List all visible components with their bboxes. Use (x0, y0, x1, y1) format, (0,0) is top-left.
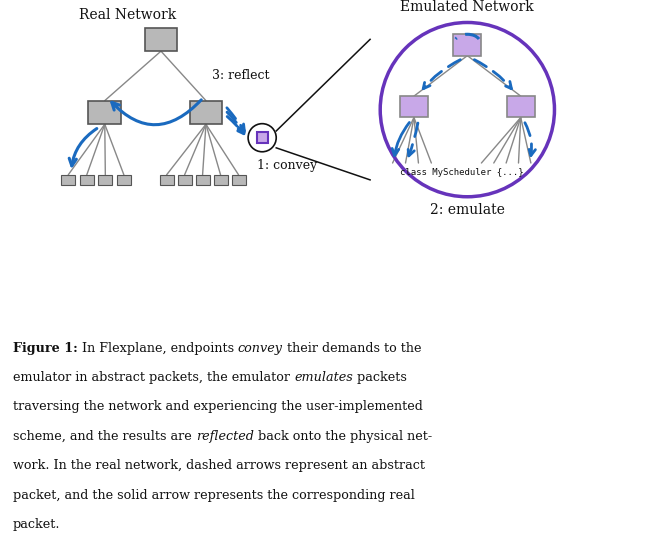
FancyArrowPatch shape (227, 108, 244, 131)
Text: packet, and the solid arrow represents the corresponding real: packet, and the solid arrow represents t… (13, 489, 415, 502)
Bar (89, 101, 121, 124)
Text: 3: reflect: 3: reflect (212, 70, 269, 82)
FancyArrowPatch shape (69, 128, 97, 166)
Text: class MyScheduler {...}: class MyScheduler {...} (400, 168, 524, 176)
Text: convey: convey (238, 342, 283, 355)
Text: back onto the physical net-: back onto the physical net- (253, 430, 432, 443)
Bar (214, 175, 227, 185)
Text: packet.: packet. (13, 518, 60, 531)
Text: their demands to the: their demands to the (283, 342, 421, 355)
FancyArrowPatch shape (112, 100, 202, 125)
Bar (117, 175, 131, 185)
FancyArrowPatch shape (227, 112, 244, 132)
Text: Emulated Network: Emulated Network (400, 0, 534, 14)
Bar (400, 96, 428, 118)
FancyArrowPatch shape (474, 60, 511, 89)
FancyArrowPatch shape (525, 123, 535, 156)
Bar (61, 175, 75, 185)
Text: reflected: reflected (196, 430, 253, 443)
Bar (80, 175, 94, 185)
Bar (257, 132, 268, 144)
Bar (145, 28, 178, 51)
FancyArrowPatch shape (227, 116, 244, 134)
Text: emulator in abstract packets, the emulator: emulator in abstract packets, the emulat… (13, 371, 294, 384)
FancyArrowPatch shape (423, 60, 460, 89)
Text: In Flexplane, endpoints: In Flexplane, endpoints (78, 342, 238, 355)
Text: Figure 1:: Figure 1: (13, 342, 78, 355)
Text: 2: emulate: 2: emulate (430, 203, 505, 218)
Text: traversing the network and experiencing the user-implemented: traversing the network and experiencing … (13, 400, 423, 413)
Bar (231, 175, 246, 185)
FancyArrowPatch shape (392, 122, 410, 156)
Bar (159, 175, 174, 185)
Text: work. In the real network, dashed arrows represent an abstract: work. In the real network, dashed arrows… (13, 459, 425, 472)
Bar (196, 175, 209, 185)
Bar (190, 101, 222, 124)
Bar (178, 175, 192, 185)
Text: Real Network: Real Network (78, 9, 176, 22)
FancyArrowPatch shape (408, 123, 418, 156)
Text: packets: packets (353, 371, 406, 384)
Bar (98, 175, 112, 185)
Bar (507, 96, 535, 118)
Text: scheme, and the results are: scheme, and the results are (13, 430, 196, 443)
Text: emulates: emulates (294, 371, 353, 384)
Text: 1: convey: 1: convey (257, 159, 317, 172)
Bar (454, 34, 481, 55)
